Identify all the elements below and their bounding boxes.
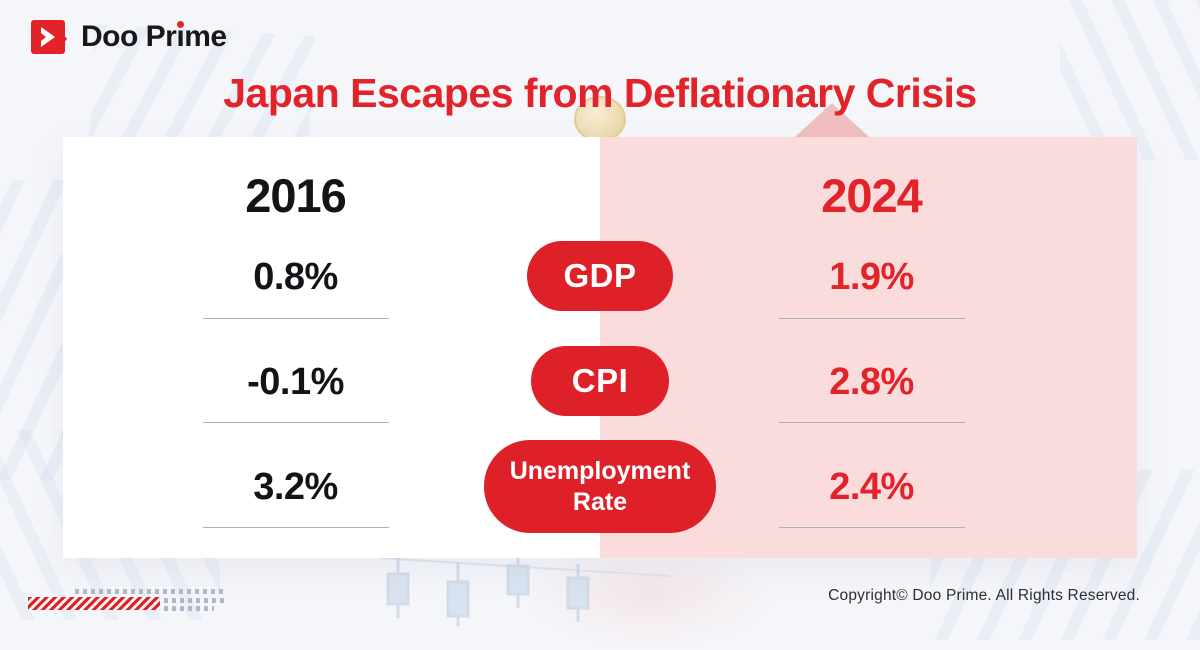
divider-line bbox=[202, 422, 389, 423]
cpi-pill-label: CPI bbox=[531, 346, 669, 416]
copyright-text: Copyright© Doo Prime. All Rights Reserve… bbox=[828, 587, 1140, 604]
brand-i-dot bbox=[177, 21, 185, 28]
footer-pattern-decoration bbox=[28, 588, 238, 612]
unemployment-rate-pill-label: Unemployment Rate bbox=[484, 440, 716, 533]
divider-line bbox=[778, 318, 965, 319]
brand-name: Doo Prı me bbox=[81, 20, 227, 53]
column-2016: 2016 0.8% -0.1% 3.2% bbox=[63, 137, 528, 558]
dot-pattern-decoration bbox=[75, 589, 225, 594]
hatch-pattern-decoration bbox=[28, 597, 160, 610]
divider-line bbox=[778, 422, 965, 423]
divider-line bbox=[202, 527, 389, 528]
gdp-2024-value: 1.9% bbox=[829, 256, 914, 298]
unemployment-2024-value: 2.4% bbox=[829, 466, 914, 508]
doo-prime-logo: Doo Prı me bbox=[30, 17, 227, 57]
divider-line bbox=[202, 318, 389, 319]
cpi-2024-value: 2.8% bbox=[829, 361, 914, 403]
candlestick-chart-graphic bbox=[379, 554, 671, 626]
gdp-2016-value: 0.8% bbox=[253, 256, 338, 298]
doo-prime-logo-icon bbox=[31, 20, 67, 54]
year-2016-heading: 2016 bbox=[245, 169, 347, 222]
gdp-pill-label: GDP bbox=[527, 241, 673, 311]
column-2024: 2024 1.9% 2.8% 2.4% bbox=[639, 137, 1104, 558]
page-title: Japan Escapes from Deflationary Crisis bbox=[223, 70, 977, 116]
year-2024-heading: 2024 bbox=[821, 169, 923, 222]
divider-line bbox=[778, 527, 965, 528]
dot-pattern-decoration bbox=[164, 598, 226, 603]
unemployment-2016-value: 3.2% bbox=[253, 466, 338, 508]
cpi-2016-value: -0.1% bbox=[247, 361, 344, 403]
comparison-card: 2016 0.8% -0.1% 3.2% 2024 1.9% 2.8% 2.4%… bbox=[63, 137, 1137, 558]
dot-pattern-decoration bbox=[164, 606, 214, 611]
